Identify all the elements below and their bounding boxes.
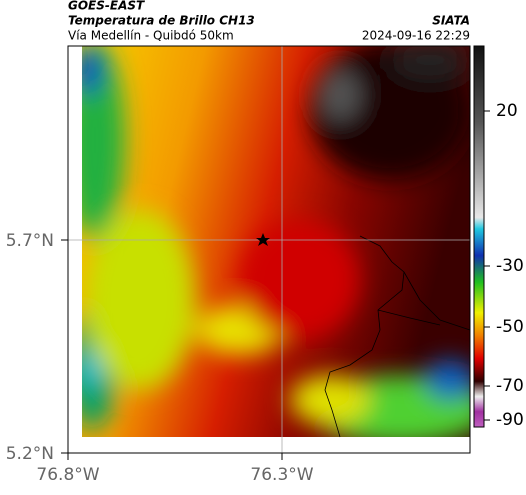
colorbar-ticks: 20 -30 -50 -70 -90 bbox=[484, 101, 524, 430]
city-marker bbox=[256, 233, 270, 246]
org: SIATA bbox=[432, 14, 470, 28]
grid bbox=[68, 46, 470, 453]
route: Vía Medellín - Quibdó 50km bbox=[68, 29, 234, 43]
frame bbox=[67, 45, 471, 454]
colorbar bbox=[473, 45, 485, 428]
axis-ticks bbox=[61, 239, 283, 460]
colorbar-tick-label: -50 bbox=[496, 317, 524, 337]
y-tick-label: 5.7°N bbox=[6, 231, 54, 251]
timestamp: 2024-09-16 22:29 bbox=[362, 29, 470, 43]
colorbar-tick-label: 20 bbox=[496, 101, 518, 121]
colorbar-tick-label: -90 bbox=[496, 410, 524, 430]
title: Temperatura de Brillo CH13 bbox=[68, 14, 255, 28]
colorbar-tick-label: -30 bbox=[496, 256, 524, 276]
source: GOES-EAST bbox=[68, 0, 145, 13]
y-tick-label: 5.2°N bbox=[6, 444, 54, 464]
colorbar-tick-label: -70 bbox=[496, 376, 524, 396]
borders bbox=[324, 235, 471, 438]
x-tick-label: 76.8°W bbox=[36, 465, 99, 485]
brightness-raster bbox=[82, 46, 470, 437]
x-tick-label: 76.3°W bbox=[250, 465, 313, 485]
